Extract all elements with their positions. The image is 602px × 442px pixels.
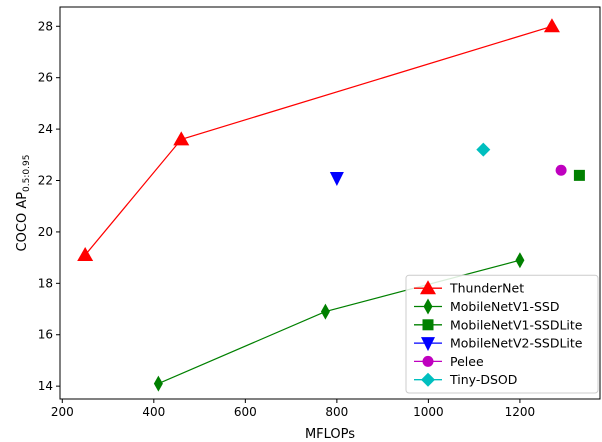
- y-axis-label: COCO AP0.5:0.95: [15, 155, 32, 252]
- series-markers: [77, 18, 585, 392]
- mobilenetv1-ssd-point: [515, 252, 525, 269]
- mobilenetv2-ssdlite-point: [329, 171, 344, 186]
- x-tick-label: 400: [142, 405, 165, 419]
- legend-label-mobilenetv1-ssdlite: MobileNetV1-SSDLite: [450, 317, 583, 332]
- x-tick-label: 1000: [413, 405, 444, 419]
- y-tick-label: 24: [38, 122, 53, 136]
- y-tick-label: 20: [38, 225, 53, 239]
- y-tick-label: 18: [38, 276, 53, 290]
- thundernet-point: [543, 18, 560, 33]
- y-axis-label-sub: 0.5:0.95: [22, 155, 32, 192]
- legend-label-thundernet: ThunderNet: [449, 281, 524, 296]
- x-axis-ticks: 200 400 600 800 1000 1200: [51, 399, 535, 419]
- y-tick-label: 28: [38, 19, 53, 33]
- y-tick-label: 26: [38, 71, 53, 85]
- legend-marker-mobilenetv2-ssdlite: [421, 337, 435, 352]
- legend-label-pelee: Pelee: [450, 354, 484, 369]
- x-tick-label: 1200: [505, 405, 536, 419]
- pelee-point: [555, 164, 567, 176]
- legend-label-mobilenetv2-ssdlite: MobileNetV2-SSDLite: [450, 336, 583, 351]
- x-axis-label: MFLOPs: [305, 427, 355, 442]
- y-tick-label: 22: [38, 174, 53, 188]
- legend-marker-mobilenetv1-ssd: [423, 298, 433, 315]
- y-tick-label: 14: [38, 379, 53, 393]
- x-tick-label: 600: [234, 405, 257, 419]
- x-tick-label: 200: [51, 405, 74, 419]
- legend-marker-pelee: [422, 355, 434, 367]
- legend-marker-tiny-dsod: [421, 372, 435, 387]
- x-tick-label: 800: [325, 405, 348, 419]
- thundernet-point: [173, 131, 190, 146]
- mobilenetv1-ssd-point: [153, 375, 163, 392]
- legend: ThunderNet MobileNetV1-SSD MobileNetV1-SSD…: [405, 274, 599, 394]
- mobilenetv1-ssdlite-point: [573, 169, 585, 181]
- thundernet-point: [77, 247, 94, 262]
- legend-box: [405, 274, 599, 394]
- legend-marker-mobilenetv1-ssdlite: [422, 319, 434, 331]
- legend-label-mobilenetv1-ssd: MobileNetV1-SSD: [450, 299, 559, 314]
- y-axis-label-main: COCO AP: [15, 192, 30, 252]
- tiny-dsod-point: [476, 142, 491, 157]
- legend-label-tiny-dsod: Tiny-DSOD: [449, 372, 517, 387]
- mobilenetv1-ssd-point: [320, 303, 330, 320]
- y-tick-label: 16: [38, 328, 53, 342]
- legend-marker-thundernet: [420, 280, 436, 295]
- y-axis-ticks: 14 16 18 20 22 24 26 28: [38, 19, 60, 393]
